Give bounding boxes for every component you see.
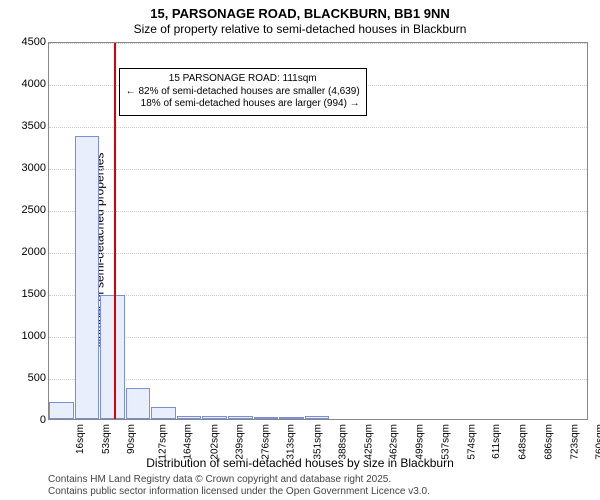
histogram-bar	[126, 388, 151, 419]
gridline	[49, 169, 587, 170]
x-tick-label: 388sqm	[338, 424, 349, 460]
histogram-bar	[100, 295, 125, 419]
histogram-bar	[228, 416, 253, 419]
x-tick-label: 90sqm	[126, 424, 137, 454]
marker-line	[114, 43, 116, 419]
y-tick-label: 4500	[6, 36, 46, 48]
x-tick-label: 239sqm	[235, 424, 246, 460]
y-tick-label: 500	[6, 372, 46, 384]
gridline	[49, 295, 587, 296]
chart-root: 15, PARSONAGE ROAD, BLACKBURN, BB1 9NN S…	[0, 0, 600, 500]
y-tick-label: 4000	[6, 78, 46, 90]
y-tick-label: 2500	[6, 204, 46, 216]
chart-subtitle: Size of property relative to semi-detach…	[0, 22, 600, 36]
gridline	[49, 253, 587, 254]
x-tick-label: 313sqm	[286, 424, 297, 460]
y-tick-label: 3500	[6, 120, 46, 132]
y-tick-label: 3000	[6, 162, 46, 174]
x-tick-label: 425sqm	[363, 424, 374, 460]
gridline	[49, 211, 587, 212]
plot-area: 15 PARSONAGE ROAD: 111sqm← 82% of semi-d…	[48, 42, 588, 420]
gridline	[49, 337, 587, 338]
annotation-line-2: ← 82% of semi-detached houses are smalle…	[126, 86, 360, 99]
histogram-bar	[49, 402, 74, 419]
annotation-line-1: 15 PARSONAGE ROAD: 111sqm	[126, 73, 360, 86]
histogram-bar	[305, 416, 330, 419]
histogram-bar	[254, 417, 279, 419]
x-tick-label: 16sqm	[75, 424, 86, 454]
x-tick-label: 574sqm	[466, 424, 477, 460]
credits-line-1: Contains HM Land Registry data © Crown c…	[48, 474, 430, 486]
histogram-bar	[177, 416, 202, 419]
y-tick-label: 1500	[6, 288, 46, 300]
x-tick-label: 127sqm	[157, 424, 168, 460]
x-tick-label: 276sqm	[260, 424, 271, 460]
x-tick-label: 53sqm	[101, 424, 112, 454]
x-axis-label: Distribution of semi-detached houses by …	[0, 456, 600, 470]
annotation-line-3: 18% of semi-detached houses are larger (…	[126, 98, 360, 111]
credits-line-2: Contains public sector information licen…	[48, 486, 430, 498]
gridline	[49, 127, 587, 128]
credits: Contains HM Land Registry data © Crown c…	[48, 474, 430, 498]
x-tick-label: 686sqm	[544, 424, 555, 460]
x-tick-label: 648sqm	[518, 424, 529, 460]
x-tick-label: 164sqm	[183, 424, 194, 460]
x-tick-label: 351sqm	[312, 424, 323, 460]
histogram-bar	[75, 136, 100, 419]
y-tick-label: 0	[6, 414, 46, 426]
annotation-box: 15 PARSONAGE ROAD: 111sqm← 82% of semi-d…	[119, 68, 367, 116]
x-tick-label: 537sqm	[441, 424, 452, 460]
x-tick-label: 760sqm	[595, 424, 600, 460]
gridline	[49, 379, 587, 380]
chart-title: 15, PARSONAGE ROAD, BLACKBURN, BB1 9NN	[0, 6, 600, 21]
x-tick-label: 611sqm	[491, 424, 502, 459]
x-tick-label: 723sqm	[569, 424, 580, 460]
histogram-bar	[279, 417, 304, 419]
y-tick-label: 2000	[6, 246, 46, 258]
x-tick-label: 499sqm	[415, 424, 426, 460]
histogram-bar	[202, 416, 227, 419]
x-tick-label: 462sqm	[389, 424, 400, 460]
x-tick-label: 202sqm	[209, 424, 220, 460]
histogram-bar	[151, 407, 176, 419]
y-tick-label: 1000	[6, 330, 46, 342]
gridline	[49, 43, 587, 44]
